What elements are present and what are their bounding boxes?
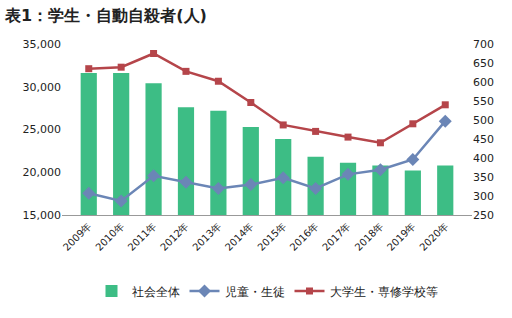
svg-text:15,000: 15,000 [23, 209, 62, 222]
svg-text:2013年: 2013年 [190, 220, 223, 253]
svg-text:650: 650 [473, 57, 494, 70]
svg-text:500: 500 [473, 114, 494, 127]
svg-text:2017年: 2017年 [320, 220, 353, 253]
svg-text:2011年: 2011年 [126, 220, 159, 253]
svg-text:20,000: 20,000 [23, 166, 62, 179]
svg-text:30,000: 30,000 [23, 81, 62, 94]
svg-text:児童・生徒: 児童・生徒 [225, 285, 285, 299]
svg-text:350: 350 [473, 171, 494, 184]
svg-text:2012年: 2012年 [158, 220, 191, 253]
svg-text:表1：学生・自動自殺者(人): 表1：学生・自動自殺者(人) [4, 6, 207, 25]
svg-text:35,000: 35,000 [23, 38, 62, 51]
svg-text:2019年: 2019年 [385, 220, 418, 253]
svg-text:550: 550 [473, 95, 494, 108]
svg-text:2016年: 2016年 [288, 220, 321, 253]
svg-text:大学生・専修学校等: 大学生・専修学校等 [330, 285, 438, 299]
svg-text:400: 400 [473, 152, 494, 165]
svg-text:2015年: 2015年 [255, 220, 288, 253]
svg-text:2018年: 2018年 [353, 220, 386, 253]
svg-text:450: 450 [473, 133, 494, 146]
svg-text:25,000: 25,000 [23, 123, 62, 136]
svg-text:社会全体: 社会全体 [132, 285, 180, 299]
svg-text:700: 700 [473, 38, 494, 51]
svg-text:2020年: 2020年 [417, 220, 450, 253]
svg-text:600: 600 [473, 76, 494, 89]
svg-text:2014年: 2014年 [223, 220, 256, 253]
svg-text:250: 250 [473, 209, 494, 222]
svg-text:2010年: 2010年 [93, 220, 126, 253]
svg-text:300: 300 [473, 190, 494, 203]
svg-text:2009年: 2009年 [61, 220, 94, 253]
